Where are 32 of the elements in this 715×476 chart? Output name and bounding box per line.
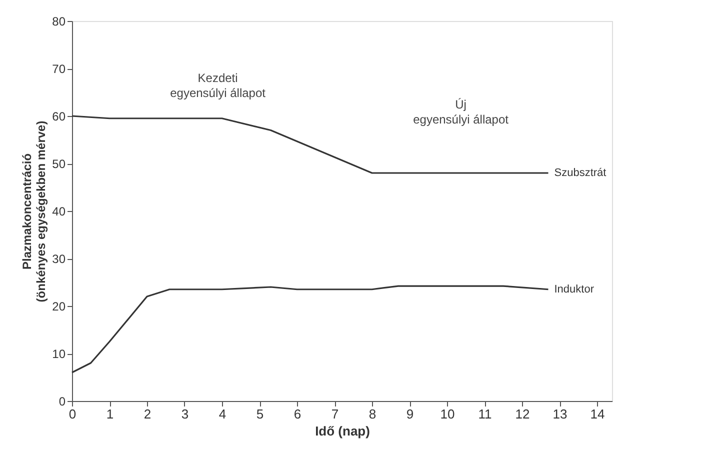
y-axis-title: Plazmakoncentráció (önkényes egységekben mérve) xyxy=(20,120,48,302)
y-tick-label: 40 xyxy=(52,204,66,218)
x-tick-label: 12 xyxy=(515,406,530,422)
x-tick-label: 0 xyxy=(68,406,76,422)
x-tick-label: 9 xyxy=(406,406,414,422)
x-tick-label: 8 xyxy=(368,406,376,422)
y-tick-label: 30 xyxy=(52,252,66,266)
y-tick-label: 0 xyxy=(58,394,66,408)
line-series xyxy=(71,285,550,374)
x-tick-label: 2 xyxy=(144,406,152,422)
x-tick-label: 1 xyxy=(106,406,114,422)
x-axis-title: Idő (nap) xyxy=(315,424,370,438)
y-tick-label: 70 xyxy=(52,62,66,76)
x-tick-label: 3 xyxy=(181,406,189,422)
x-tick-label: 13 xyxy=(552,406,568,422)
y-tick-label: 20 xyxy=(52,300,66,314)
x-tick-label: 7 xyxy=(331,406,339,422)
y-tick-label: 60 xyxy=(52,110,66,124)
x-tick-label: 11 xyxy=(478,406,492,422)
annotation: Új egyensúlyi állapot xyxy=(413,98,510,127)
series-label: Induktor xyxy=(554,283,594,296)
x-tick-label: 14 xyxy=(590,406,605,422)
x-tick-label: 5 xyxy=(256,406,264,422)
y-tick-label: 10 xyxy=(52,347,66,361)
annotation: Kezdeti egyensúlyi állapot xyxy=(170,71,266,100)
line-series xyxy=(71,115,550,174)
series-label: Szubsztrát xyxy=(554,167,606,179)
y-tick-label: 50 xyxy=(52,157,66,171)
x-tick-label: 6 xyxy=(294,406,302,422)
x-tick-label: 10 xyxy=(440,406,455,422)
x-tick-label: 4 xyxy=(218,406,226,422)
y-tick-label: 80 xyxy=(52,14,66,28)
